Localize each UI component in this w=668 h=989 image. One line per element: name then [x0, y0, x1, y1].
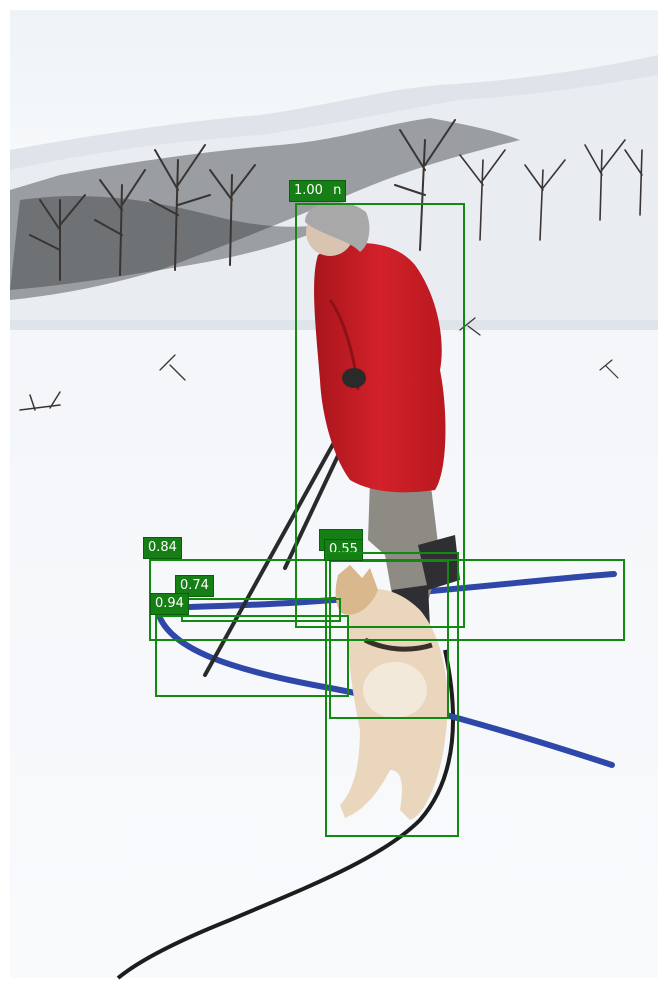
skier	[305, 201, 460, 628]
detection-label: 0.74	[175, 575, 214, 597]
detection-box	[295, 203, 465, 628]
detection-box	[329, 560, 449, 719]
detection-label: 0.84	[143, 537, 182, 559]
detection-box	[155, 615, 349, 697]
dog	[335, 565, 448, 820]
detection-class-fragment: n	[333, 183, 342, 198]
detection-box	[325, 552, 459, 837]
detection-label: 1.00 n	[289, 180, 347, 202]
detection-label: 0.94	[150, 593, 189, 615]
bare-trees	[19, 119, 643, 411]
detection-score: 1.00	[294, 183, 323, 198]
dog-leash	[116, 649, 455, 980]
